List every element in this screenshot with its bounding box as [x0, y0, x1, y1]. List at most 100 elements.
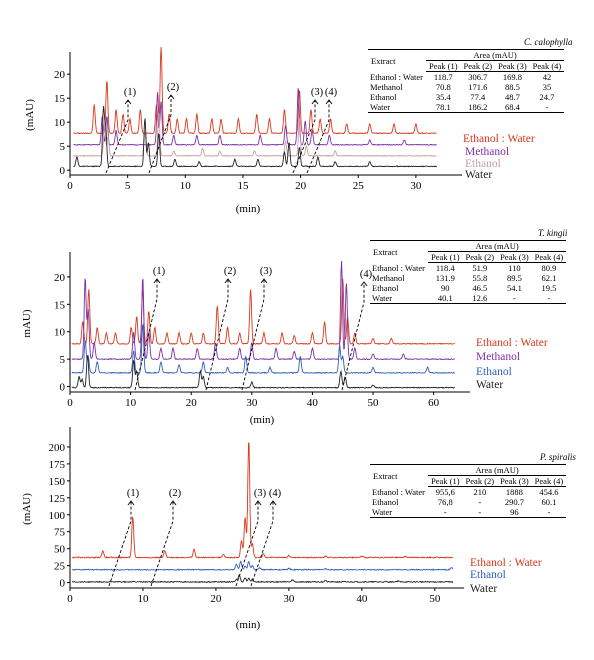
peak-arrow-head	[167, 94, 175, 100]
table-col-header: Peak (2)	[460, 60, 496, 72]
peak-area-table-2: Extract Area (mAU) Peak (1) Peak (2) Peak…	[370, 240, 567, 304]
table-row: Water 78.1 186.2 68.4-	[368, 102, 565, 113]
y-tick-label: 15	[54, 93, 66, 105]
table-cell-extract: Ethanol	[372, 497, 399, 507]
table-cell: 62.1	[541, 273, 557, 283]
table-col-header: Peak (3)	[497, 251, 532, 263]
table-cell-extract: Ethanol	[370, 92, 397, 102]
series-line-water	[73, 105, 437, 168]
table-cell: 80.9	[541, 263, 557, 273]
table-cell: 76,8	[437, 497, 453, 507]
table-row: Ethanol : Water 118.4 51.9 110 80.9	[370, 263, 566, 274]
x-tick-label: 50	[368, 397, 380, 409]
table-col-header: Peak (3)	[497, 475, 532, 487]
series-line-ethanol---water	[71, 278, 455, 345]
x-tick-label: 30	[246, 397, 258, 409]
x-tick-label: 0	[67, 180, 73, 192]
table-row: Ethanol : Water 955,6 210 1888 454.6	[370, 487, 566, 498]
peak-arrow-head	[224, 278, 232, 284]
y-tick-label: 50	[54, 544, 66, 556]
y-tick-label: 20	[54, 272, 66, 284]
peak-arrow-line	[306, 100, 330, 174]
y-tick-label: 10	[54, 117, 66, 129]
table-row: Ethanol : Water 118.7 306.7 169.8 42	[368, 72, 564, 83]
table-cell: 77.4	[470, 92, 486, 102]
peak-arrow-head	[360, 281, 368, 287]
table-col-header: Peak (4)	[531, 251, 567, 263]
table-cell: 24.7	[539, 92, 555, 102]
y-tick-label: 150	[49, 476, 66, 488]
x-tick-label: 10	[125, 397, 137, 409]
peak-arrow-line	[134, 279, 158, 391]
x-tick-label: 10	[180, 180, 192, 192]
legend-label: Water	[476, 379, 503, 391]
x-tick-label: 40	[356, 593, 368, 605]
panel-3-species-label: P. spiralis	[540, 452, 576, 462]
series-line-water	[71, 355, 455, 389]
x-tick-label: 15	[237, 180, 249, 192]
table-header-group: Area (mAU)	[425, 49, 565, 61]
peak-label: (4)	[269, 488, 282, 499]
table-cell: -	[531, 293, 567, 304]
panel-1-species-label: C. calophylla	[524, 37, 573, 47]
series-line-ethanol---water	[72, 442, 454, 559]
table-cell: 46.5	[472, 283, 488, 293]
table-col-header: Peak (4)	[531, 475, 567, 487]
peak-label: (4)	[325, 87, 338, 98]
series-line-water	[71, 574, 454, 584]
table-cell: 1888	[505, 487, 523, 497]
chromatogram-panel-1: 0 5 10 15 20 25 30 0 5 10 15 20 (min) (mAU) Ethanol : …	[24, 47, 535, 215]
peak-area-table-1: Extract Area (mAU) Peak (1) Peak (2) Peak…	[368, 49, 565, 113]
x-tick-label: 20	[186, 397, 198, 409]
y-tick-label: 5	[60, 141, 66, 153]
peak-label: (2)	[224, 266, 237, 277]
peak-arrow-line	[150, 501, 174, 587]
x-tick-label: 20	[295, 180, 307, 192]
y-tick-label: 20	[54, 69, 66, 81]
series-line-ethanol	[71, 560, 454, 572]
peak-label: (1)	[124, 87, 137, 98]
peak-arrow-head	[169, 500, 177, 506]
table-header-extract: Extract	[370, 240, 428, 263]
table-col-header: Peak (2)	[462, 475, 498, 487]
table-row: Ethanol 35.4 77.4 48.7 24.7	[368, 92, 564, 102]
x-tick-label: 25	[353, 180, 365, 192]
table-cell-extract: Water	[368, 102, 426, 113]
table-cell: 42	[542, 72, 552, 82]
peak-label: (3)	[254, 488, 267, 499]
table-row: Ethanol 90 46.5 54.1 19.5	[370, 283, 566, 293]
x-tick-label: 5	[125, 180, 131, 192]
peak-label: (3)	[311, 87, 324, 98]
table-col-header: Peak (1)	[427, 475, 463, 487]
peak-arrow-head	[254, 500, 262, 506]
table-cell-extract: Ethanol	[372, 283, 399, 293]
table-cell: 169.8	[502, 72, 522, 82]
table-cell-extract: Water	[370, 293, 428, 304]
x-tick-label: 10	[137, 593, 149, 605]
table-cell: 306.7	[468, 72, 488, 82]
peak-arrow-line	[341, 282, 365, 391]
peak-arrow-head	[153, 278, 161, 284]
table-cell: -	[529, 102, 565, 113]
peak-arrow-head	[260, 278, 268, 284]
y-tick-label: 175	[49, 459, 66, 471]
peak-label: (1)	[127, 488, 140, 499]
table-cell: 35	[542, 82, 552, 92]
table-cell: -	[478, 497, 482, 507]
table-cell: -	[427, 507, 463, 518]
chromatogram-panel-2: 0 10 20 30 40 50 60 0 5 10 15 20 (min) mAU) Ethanol : …	[21, 252, 548, 426]
x-tick-label: 0	[67, 397, 73, 409]
table-cell: -	[531, 507, 567, 518]
table-cell: 171.6	[468, 82, 488, 92]
table-cell: 68.4	[495, 102, 530, 113]
table-cell: 89.5	[506, 273, 522, 283]
peak-arrow-line	[105, 100, 129, 174]
series-line-ethanol	[73, 112, 437, 157]
y-tick-label: 15	[54, 299, 66, 311]
x-axis-label: (min)	[236, 203, 261, 215]
table-cell-extract: Methanol	[370, 82, 403, 92]
peak-arrow-line	[292, 100, 316, 174]
peak-label: (4)	[360, 269, 373, 280]
table-cell: 48.7	[504, 92, 520, 102]
x-tick-label: 30	[283, 593, 295, 605]
